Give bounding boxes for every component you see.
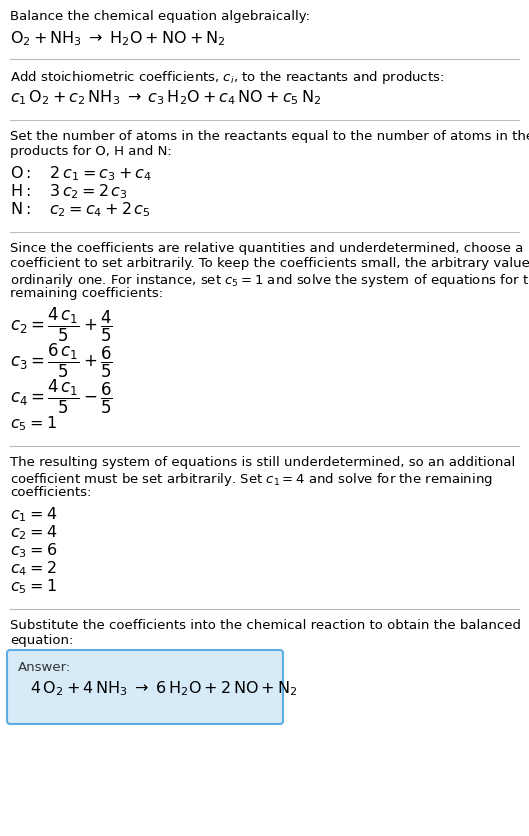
Text: $\mathrm{N:}\quad c_2 = c_4 + 2\,c_5$: $\mathrm{N:}\quad c_2 = c_4 + 2\,c_5$ xyxy=(10,200,151,219)
Text: coefficients:: coefficients: xyxy=(10,486,92,499)
Text: $4\,\mathrm{O_2} + 4\,\mathrm{NH_3} \;\rightarrow\; 6\,\mathrm{H_2O} + 2\,\mathr: $4\,\mathrm{O_2} + 4\,\mathrm{NH_3} \;\r… xyxy=(30,679,297,698)
Text: Add stoichiometric coefficients, $c_i$, to the reactants and products:: Add stoichiometric coefficients, $c_i$, … xyxy=(10,69,444,86)
Text: $c_4 = 2$: $c_4 = 2$ xyxy=(10,559,57,578)
Text: ordinarily one. For instance, set $c_5 = 1$ and solve the system of equations fo: ordinarily one. For instance, set $c_5 =… xyxy=(10,272,529,289)
Text: $c_3 = 6$: $c_3 = 6$ xyxy=(10,541,57,559)
Text: $c_5 = 1$: $c_5 = 1$ xyxy=(10,577,57,596)
Text: Balance the chemical equation algebraically:: Balance the chemical equation algebraica… xyxy=(10,10,310,23)
Text: $\mathrm{O}_2 + \mathrm{NH}_3 \;\rightarrow\; \mathrm{H_2O} + \mathrm{NO} + \mat: $\mathrm{O}_2 + \mathrm{NH}_3 \;\rightar… xyxy=(10,29,226,48)
Text: $c_2 = 4$: $c_2 = 4$ xyxy=(10,523,57,542)
Text: $c_4 = \dfrac{4\,c_1}{5} - \dfrac{6}{5}$: $c_4 = \dfrac{4\,c_1}{5} - \dfrac{6}{5}$ xyxy=(10,378,113,416)
Text: coefficient to set arbitrarily. To keep the coefficients small, the arbitrary va: coefficient to set arbitrarily. To keep … xyxy=(10,257,529,270)
Text: $\mathrm{H:}\quad 3\,c_2 = 2\,c_3$: $\mathrm{H:}\quad 3\,c_2 = 2\,c_3$ xyxy=(10,182,127,201)
Text: $c_5 = 1$: $c_5 = 1$ xyxy=(10,414,57,433)
Text: equation:: equation: xyxy=(10,634,74,647)
Text: Set the number of atoms in the reactants equal to the number of atoms in the: Set the number of atoms in the reactants… xyxy=(10,130,529,143)
Text: $\mathrm{O:}\quad 2\,c_1 = c_3 + c_4$: $\mathrm{O:}\quad 2\,c_1 = c_3 + c_4$ xyxy=(10,164,152,183)
Text: $c_1\,\mathrm{O_2} + c_2\,\mathrm{NH_3} \;\rightarrow\; c_3\,\mathrm{H_2O} + c_4: $c_1\,\mathrm{O_2} + c_2\,\mathrm{NH_3} … xyxy=(10,88,321,107)
Text: Substitute the coefficients into the chemical reaction to obtain the balanced: Substitute the coefficients into the che… xyxy=(10,619,521,632)
Text: coefficient must be set arbitrarily. Set $c_1 = 4$ and solve for the remaining: coefficient must be set arbitrarily. Set… xyxy=(10,471,492,488)
Text: Answer:: Answer: xyxy=(18,661,71,674)
Text: $c_2 = \dfrac{4\,c_1}{5} + \dfrac{4}{5}$: $c_2 = \dfrac{4\,c_1}{5} + \dfrac{4}{5}$ xyxy=(10,306,113,344)
FancyBboxPatch shape xyxy=(7,650,283,724)
Text: Since the coefficients are relative quantities and underdetermined, choose a: Since the coefficients are relative quan… xyxy=(10,242,523,255)
Text: The resulting system of equations is still underdetermined, so an additional: The resulting system of equations is sti… xyxy=(10,456,515,469)
Text: products for O, H and N:: products for O, H and N: xyxy=(10,145,172,158)
Text: $c_3 = \dfrac{6\,c_1}{5} + \dfrac{6}{5}$: $c_3 = \dfrac{6\,c_1}{5} + \dfrac{6}{5}$ xyxy=(10,342,113,380)
Text: remaining coefficients:: remaining coefficients: xyxy=(10,287,163,300)
Text: $c_1 = 4$: $c_1 = 4$ xyxy=(10,505,57,523)
